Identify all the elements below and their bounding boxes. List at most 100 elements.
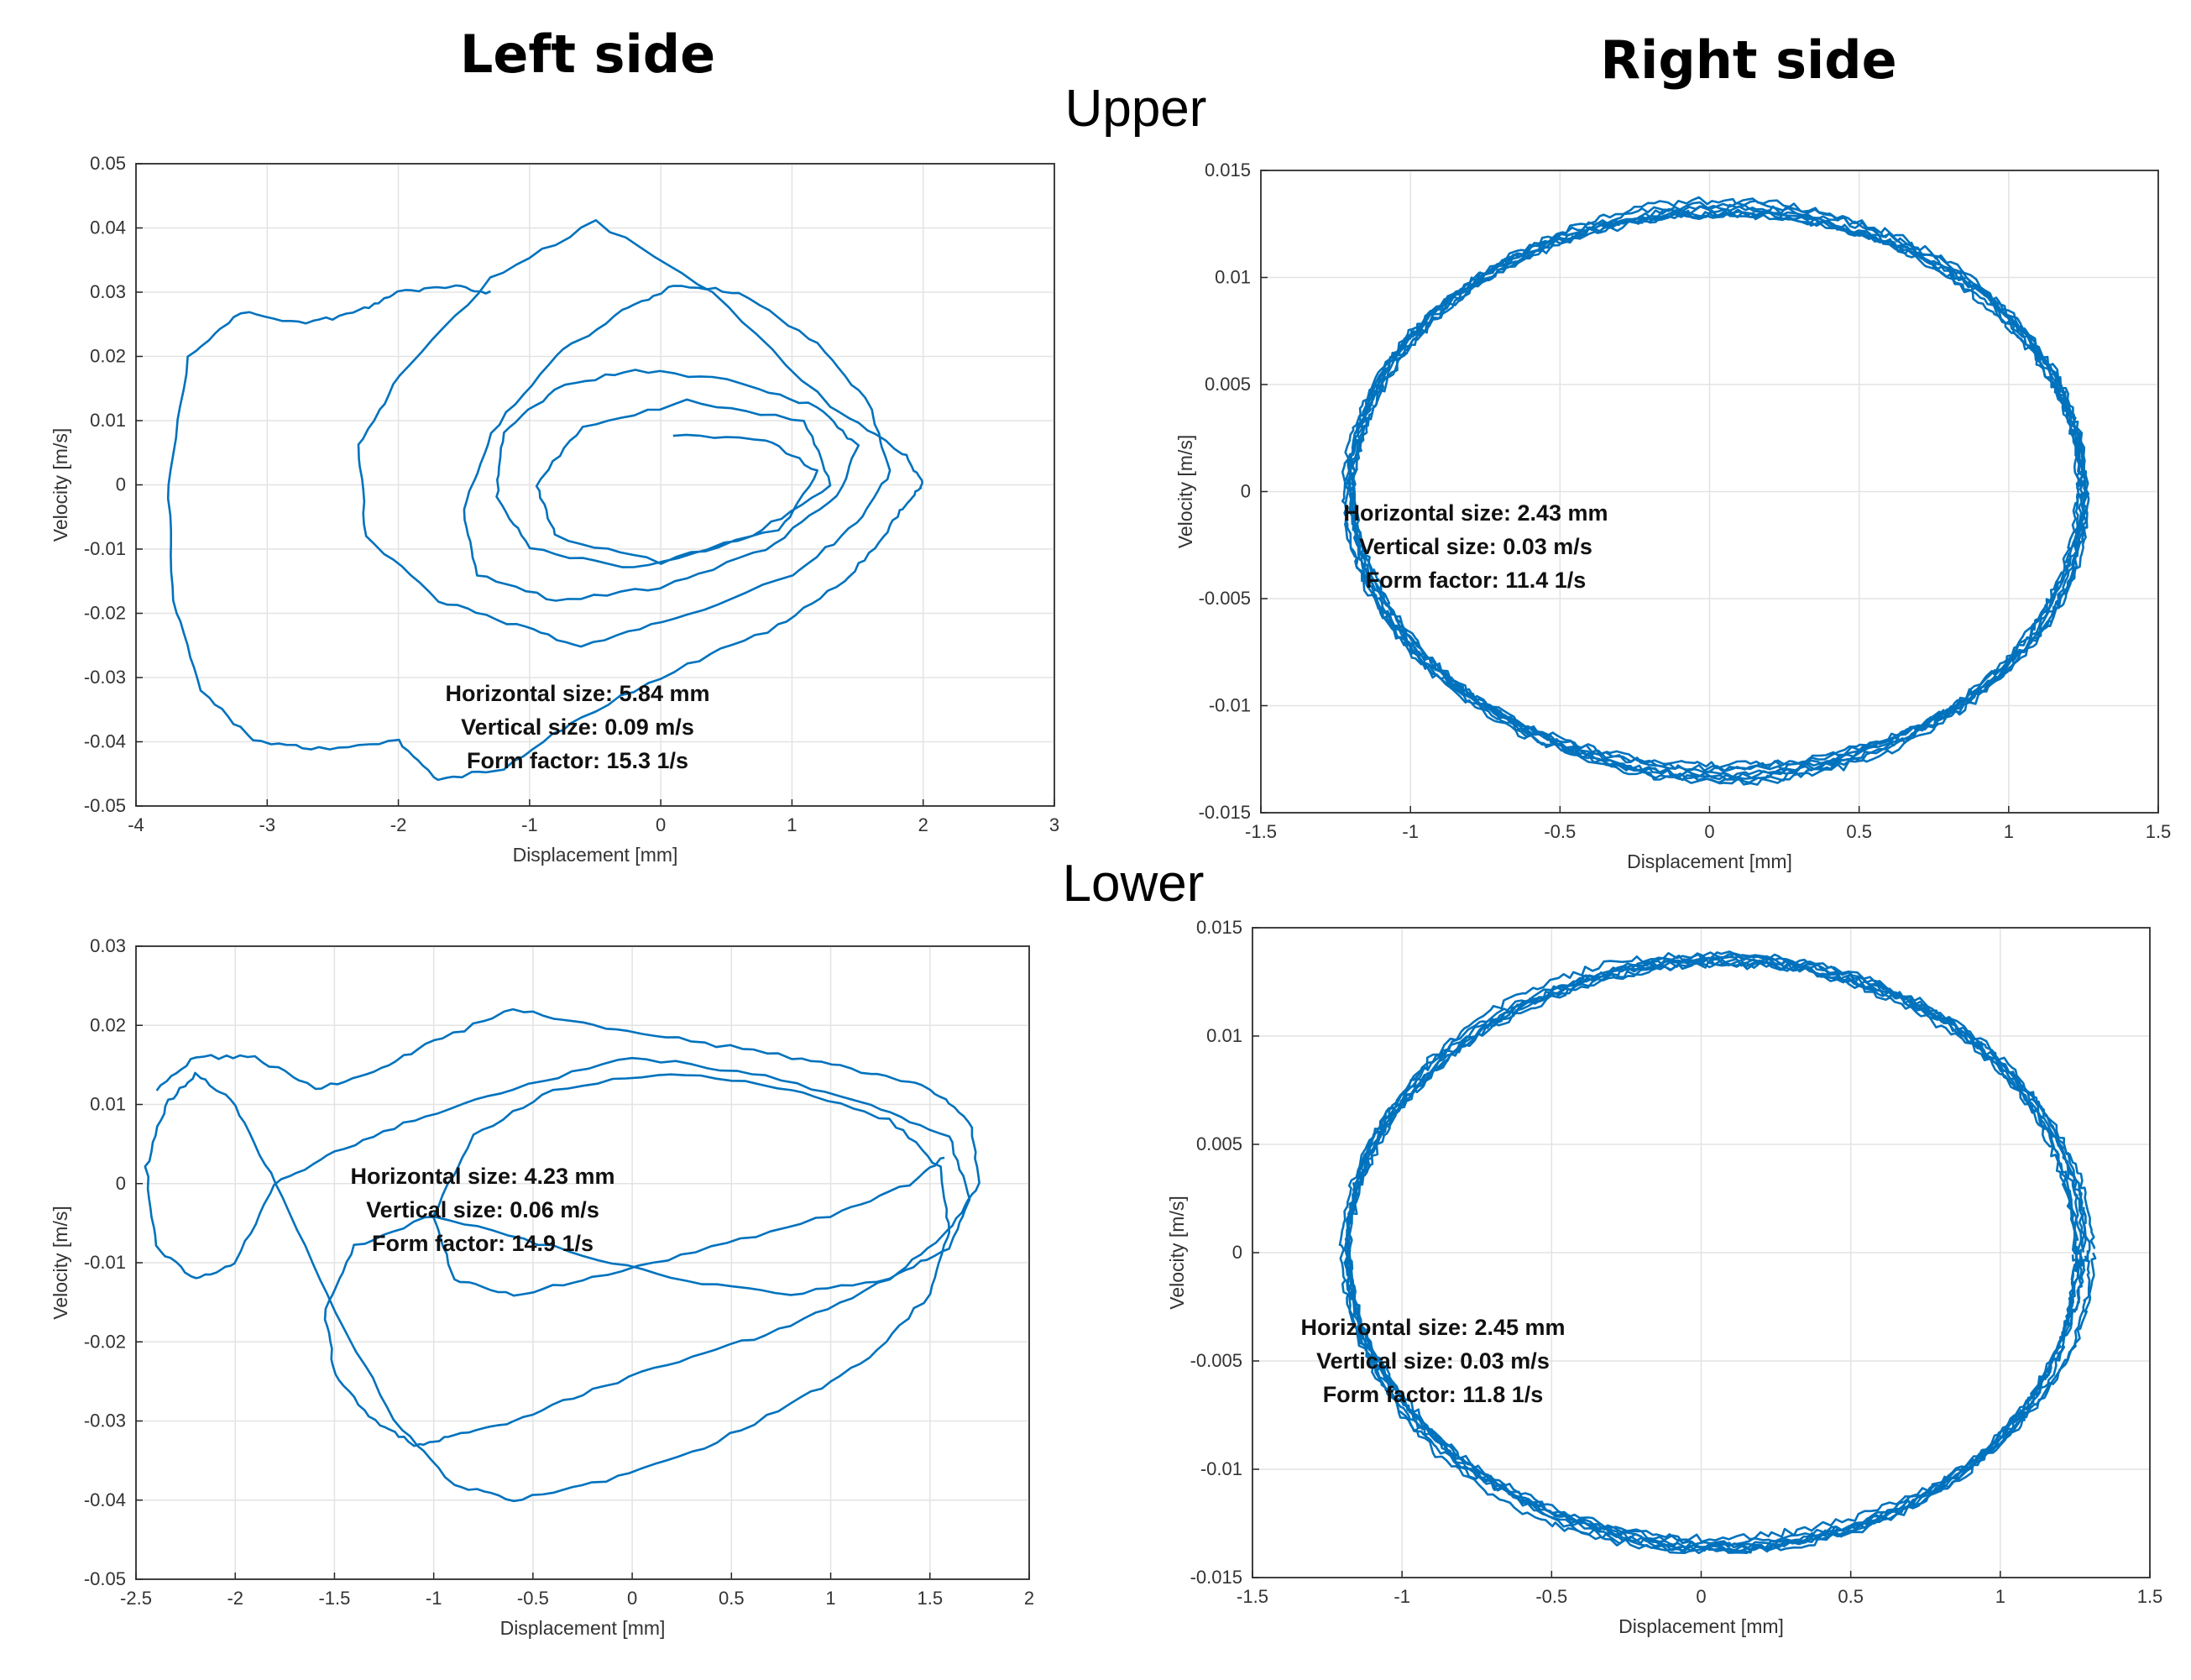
annotation-line: Horizontal size: 5.84 mm (445, 681, 709, 706)
y-tick-label: -0.03 (84, 667, 126, 688)
y-axis-label: Velocity [m/s] (1174, 435, 1196, 548)
annotation-line: Vertical size: 0.03 m/s (1359, 534, 1592, 559)
x-tick-label: -0.5 (1544, 821, 1576, 842)
plot-border (135, 945, 1030, 1580)
x-tick-label: -1 (521, 814, 538, 835)
y-tick-label: -0.01 (84, 538, 126, 559)
y-tick-label: -0.05 (84, 1568, 126, 1589)
x-tick-label: 1 (825, 1588, 835, 1609)
x-tick-label: 1 (787, 814, 797, 835)
upper-row-label: Upper (1065, 80, 1207, 138)
y-tick-label: -0.02 (84, 603, 126, 624)
orbit-loop-right-upper-6 (1351, 196, 2085, 780)
y-tick-label: -0.04 (84, 731, 126, 752)
x-tick-label: 0.5 (719, 1588, 745, 1609)
y-tick-label: 0.01 (1206, 1025, 1242, 1046)
x-tick-label: -2 (390, 814, 407, 835)
x-tick-label: 1.5 (2137, 1586, 2163, 1607)
trajectory-left-lower-0 (144, 1007, 980, 1503)
y-tick-label: 0.005 (1196, 1133, 1242, 1154)
y-tick-label: 0 (116, 474, 126, 495)
annotation-line: Form factor: 11.8 1/s (1323, 1382, 1544, 1407)
orbit-loop-right-lower-7 (1343, 957, 2091, 1543)
annotation-line: Vertical size: 0.03 m/s (1316, 1348, 1550, 1374)
y-tick-label: -0.04 (84, 1489, 126, 1510)
x-axis-label: Displacement [mm] (500, 1617, 666, 1639)
y-tick-label: 0.01 (90, 1094, 126, 1115)
y-tick-label: -0.05 (84, 795, 126, 816)
x-axis-label: Displacement [mm] (1627, 850, 1792, 872)
y-axis-label: Velocity [m/s] (50, 1206, 71, 1319)
y-tick-label: 0.01 (1215, 267, 1251, 288)
chart-left-upper: -4 -3 -2 -1 0 1 2 3 -0.05 -0.04 -0.03 -0.02 -0.01 0 0.… (50, 153, 1059, 866)
y-tick-label: -0.015 (1190, 1567, 1242, 1588)
x-tick-label: 2 (918, 814, 928, 835)
x-tick-label: -2 (227, 1588, 243, 1609)
x-tick-label: -0.5 (517, 1588, 549, 1609)
annotation-line: Vertical size: 0.06 m/s (366, 1197, 599, 1222)
x-tick-label: 1 (2004, 821, 2014, 842)
plot-border (135, 163, 1055, 807)
annotation-line: Form factor: 15.3 1/s (467, 748, 688, 773)
chart-right-lower: -1.5 -1 -0.5 0 0.5 1 1.5 -0.015 -0.01 -0.005 0 0.00… (1166, 917, 2162, 1637)
x-tick-label: -1 (1394, 1586, 1410, 1607)
y-tick-label: 0.03 (90, 935, 126, 956)
chart-left-lower: -2.5 -2 -1.5 -1 -0.5 0 0.5 1 1.5 2 -0.05 -0.04 -0.03… (50, 935, 1034, 1639)
x-tick-label: 0 (656, 814, 666, 835)
y-tick-label: 0.05 (90, 153, 126, 174)
x-tick-label: -1.5 (1245, 821, 1277, 842)
x-tick-label: -1.5 (318, 1588, 350, 1609)
x-tick-label: -0.5 (1535, 1586, 1567, 1607)
x-tick-label: -3 (259, 814, 276, 835)
y-tick-label: 0.015 (1196, 917, 1242, 938)
y-tick-label: -0.01 (1209, 695, 1251, 716)
y-tick-label: 0 (1232, 1242, 1242, 1263)
y-tick-label: 0.02 (90, 346, 126, 367)
annotation-line: Form factor: 11.4 1/s (1366, 568, 1587, 593)
annotation-line: Horizontal size: 2.43 mm (1343, 500, 1608, 526)
plot-border (1252, 927, 2151, 1578)
annotation-line: Horizontal size: 2.45 mm (1300, 1315, 1565, 1340)
x-tick-label: 1 (1995, 1586, 2005, 1607)
annotation-line: Vertical size: 0.09 m/s (461, 714, 694, 740)
x-tick-label: -2.5 (120, 1588, 152, 1609)
y-tick-label: -0.01 (1200, 1458, 1242, 1479)
x-tick-label: -1 (1402, 821, 1419, 842)
orbit-loop-right-lower-6 (1338, 953, 2085, 1554)
orbit-loop-right-lower-5 (1346, 956, 2088, 1555)
x-tick-label: 0 (1704, 821, 1714, 842)
y-tick-label: -0.03 (84, 1410, 126, 1431)
x-axis-label: Displacement [mm] (513, 844, 678, 866)
y-tick-label: 0.005 (1205, 374, 1251, 395)
y-tick-label: 0.04 (90, 217, 126, 238)
right-side-title: Right side (1600, 29, 1896, 91)
y-tick-label: 0.01 (90, 410, 126, 431)
x-tick-label: -4 (128, 814, 144, 835)
y-tick-label: 0 (116, 1173, 126, 1194)
y-axis-label: Velocity [m/s] (50, 428, 71, 542)
x-tick-label: -1.5 (1237, 1586, 1268, 1607)
x-tick-label: 1.5 (2146, 821, 2172, 842)
y-axis-label: Velocity [m/s] (1166, 1196, 1188, 1309)
annotation-line: Form factor: 14.9 1/s (372, 1231, 594, 1256)
x-tick-label: 0.5 (1846, 821, 1872, 842)
x-tick-label: 0.5 (1838, 1586, 1864, 1607)
y-tick-label: -0.005 (1199, 588, 1251, 609)
x-tick-label: 1.5 (917, 1588, 943, 1609)
trajectory-left-upper-0 (166, 219, 923, 782)
chart-right-upper: -1.5 -1 -0.5 0 0.5 1 1.5 -0.015 -0.01 -0.005 0 0.00… (1174, 160, 2171, 872)
x-tick-label: -1 (426, 1588, 442, 1609)
orbit-loop-right-upper-7 (1347, 210, 2088, 781)
x-tick-label: 0 (1696, 1586, 1706, 1607)
x-axis-label: Displacement [mm] (1618, 1615, 1784, 1637)
x-tick-label: 2 (1024, 1588, 1034, 1609)
annotation-line: Horizontal size: 4.23 mm (350, 1164, 614, 1189)
lower-row-label: Lower (1063, 855, 1205, 913)
y-tick-label: -0.005 (1190, 1350, 1242, 1371)
x-tick-label: 0 (627, 1588, 637, 1609)
y-tick-label: 0.02 (90, 1014, 126, 1035)
y-tick-label: -0.015 (1199, 802, 1251, 823)
y-tick-label: -0.02 (84, 1331, 126, 1352)
y-tick-label: 0.03 (90, 281, 126, 302)
